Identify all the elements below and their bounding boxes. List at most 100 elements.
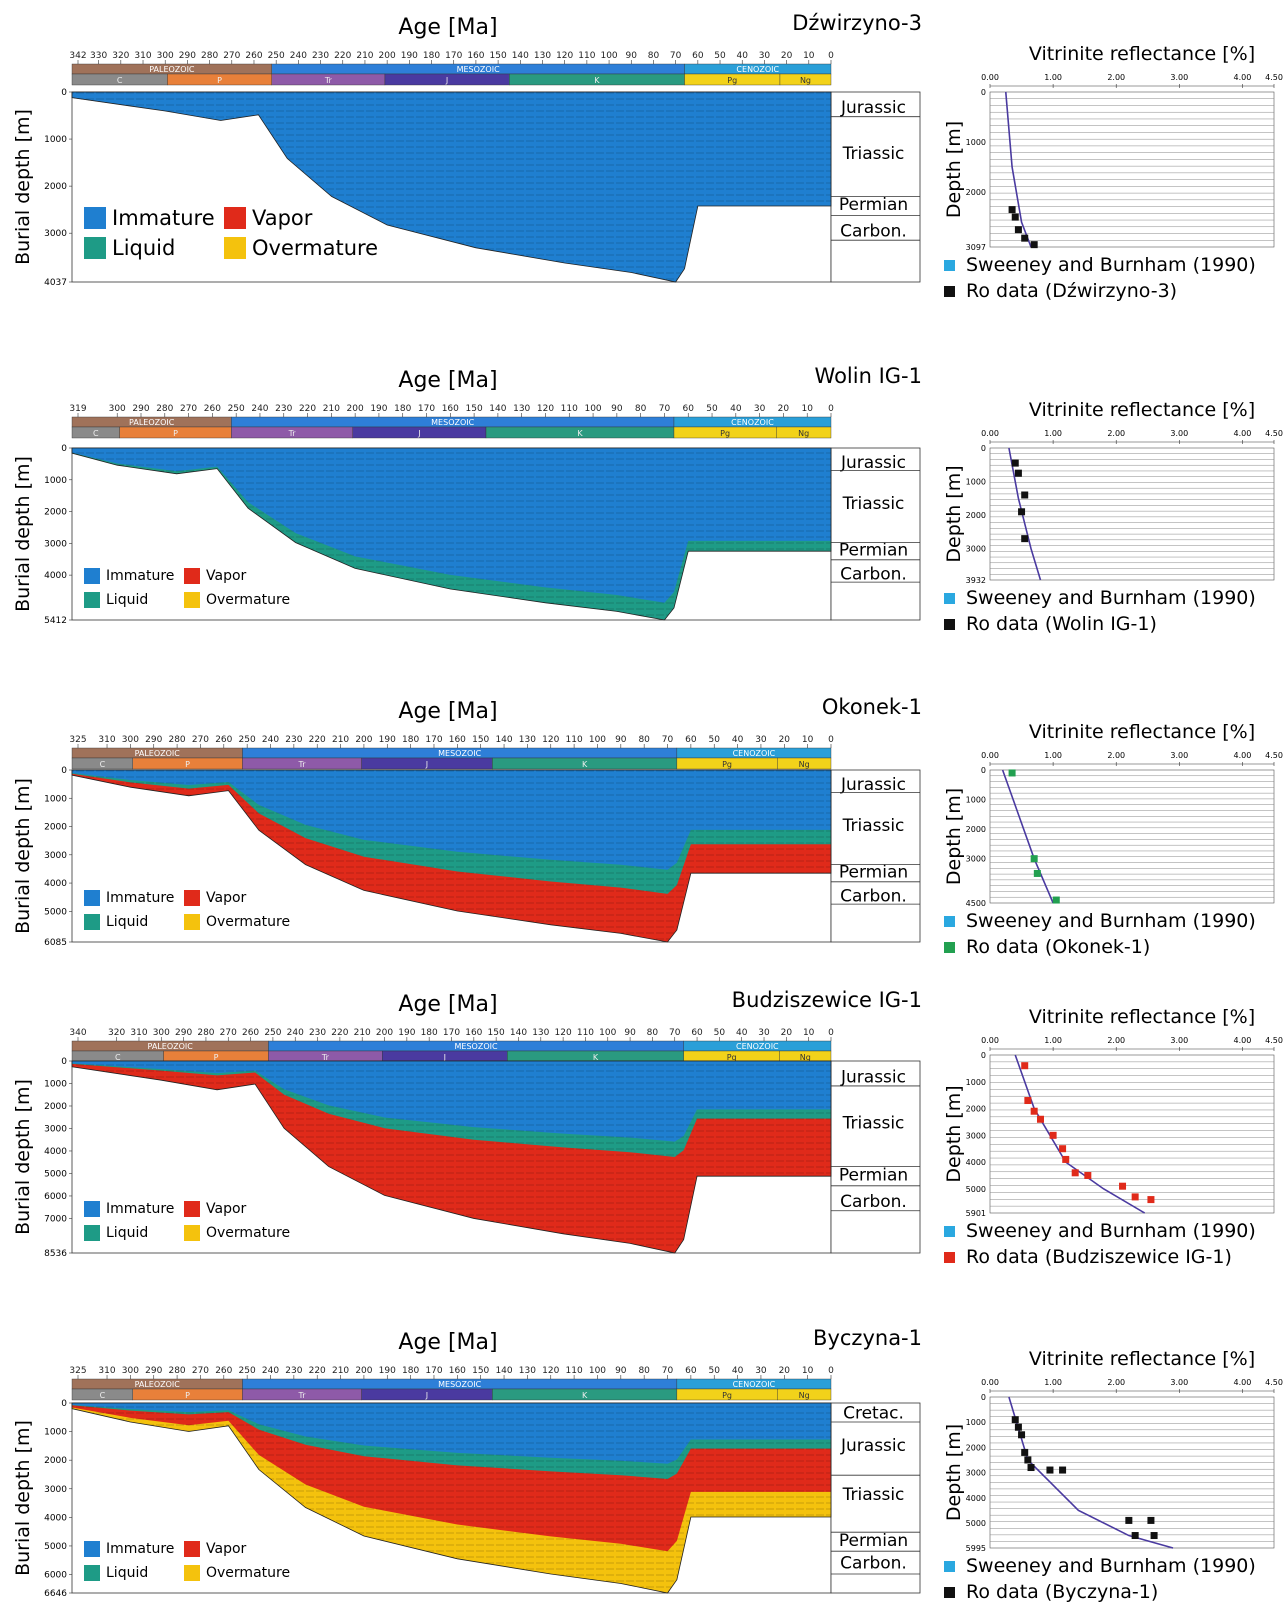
age-tick-label: 100: [589, 1366, 606, 1376]
formation-label: Permian: [839, 540, 908, 560]
legend-swatch-overmature: [184, 1225, 200, 1241]
depth-tick-label: 4000: [44, 1513, 67, 1523]
legend-label-ro: Ro data (Budziszewice IG-1): [966, 1246, 1232, 1268]
vr-tick-label: 0.00: [981, 1036, 999, 1045]
age-tick-label: 120: [542, 735, 559, 745]
legend-swatch-immature: [84, 207, 106, 229]
era-label: MESOZOIC: [438, 1380, 481, 1389]
age-tick-label: 180: [394, 404, 411, 414]
vr-depth-tick-label: 3932: [966, 576, 986, 585]
sweeney-burnham-curve: [1001, 769, 1054, 904]
ro-data-point: [1024, 1456, 1032, 1464]
depth-tick-label: 1000: [44, 1428, 67, 1438]
vr-tick-label: 4.00: [1234, 1036, 1252, 1045]
legend-swatch-vapor: [184, 568, 200, 584]
age-axis-title: Age [Ma]: [398, 699, 497, 724]
depth-tick-label: 0: [61, 1399, 67, 1409]
age-tick-label: 180: [423, 51, 440, 61]
era-label: CENOZOIC: [731, 418, 774, 427]
age-tick-label: 120: [537, 404, 554, 414]
age-tick-label: 50: [706, 404, 718, 414]
age-tick-label: 210: [323, 404, 340, 414]
age-tick-label: 210: [332, 1366, 349, 1376]
legend-swatch-immature: [84, 568, 100, 584]
period-label: Pg: [727, 76, 737, 85]
age-tick-label: 70: [670, 51, 682, 61]
age-tick-label: 100: [600, 51, 617, 61]
ro-data-point: [1150, 1532, 1158, 1540]
age-tick-label: 40: [730, 404, 742, 414]
ro-data-point: [1014, 226, 1022, 234]
period-label: Pg: [727, 1053, 737, 1062]
ro-data-point: [1018, 508, 1026, 516]
age-tick-label: 290: [145, 735, 162, 745]
ro-data-point: [1062, 1155, 1070, 1163]
legend-label-overmature: Overmature: [206, 914, 290, 930]
legend-swatch-ro: [944, 1587, 955, 1598]
vr-tick-label: 4.50: [1265, 751, 1283, 760]
vr-tick-label: 4.00: [1234, 73, 1252, 82]
age-tick-label: 140: [489, 404, 506, 414]
age-tick-label: 20: [778, 404, 790, 414]
age-tick-label: 190: [379, 1366, 396, 1376]
depth-tick-label: 5000: [44, 1542, 67, 1552]
ro-data-point: [1147, 1516, 1155, 1524]
vr-tick-label: 4.00: [1234, 751, 1252, 760]
depth-tick-label: 0: [61, 444, 67, 454]
depth-tick-label: 3000: [44, 1485, 67, 1495]
legend-swatch-sweeney: [944, 593, 955, 604]
age-tick-label: 20: [779, 1366, 791, 1376]
depth-tick-label: 1000: [44, 1079, 67, 1089]
age-tick-label: 120: [555, 1028, 572, 1038]
sweeney-burnham-curve: [1004, 91, 1032, 248]
age-tick-label: 40: [732, 735, 744, 745]
vr-tick-label: 2.00: [1107, 751, 1125, 760]
legend-swatch-overmature: [224, 237, 246, 259]
age-tick-label: 260: [215, 1366, 232, 1376]
vr-depth-tick-label: 0: [981, 444, 986, 453]
age-tick-label: 140: [495, 1366, 512, 1376]
age-tick-label: 210: [356, 51, 373, 61]
age-tick-label: 10: [801, 404, 813, 414]
depth-tick-label: 2000: [44, 182, 67, 192]
ro-data-point: [1125, 1516, 1133, 1524]
vr-title: Vitrinite reflectance [%]: [1029, 399, 1255, 421]
age-tick-label: 290: [132, 404, 149, 414]
age-tick-label: 150: [490, 51, 507, 61]
vr-tick-label: 1.00: [1044, 1378, 1062, 1387]
age-tick-label: 110: [566, 735, 583, 745]
age-tick-label: 310: [134, 51, 151, 61]
vr-title: Vitrinite reflectance [%]: [1029, 1348, 1255, 1370]
age-tick-label: 310: [130, 1028, 147, 1038]
legend-label-overmature: Overmature: [206, 1225, 290, 1241]
era-label: PALEOZOIC: [129, 418, 175, 427]
depth-tick-label: 1000: [44, 135, 67, 145]
age-tick-label: 80: [638, 1366, 650, 1376]
depth-tick-label: 2000: [44, 508, 67, 518]
depth-tick-label: 5000: [44, 907, 67, 917]
legend-label-ro: Ro data (Byczyna-1): [966, 1581, 1158, 1603]
age-tick-label: 100: [589, 735, 606, 745]
vr-depth-tick-label: 3000: [966, 1131, 986, 1140]
age-tick-label: 300: [122, 1366, 139, 1376]
legend-swatch-immature: [84, 1541, 100, 1557]
period-label: Ng: [798, 429, 809, 438]
depth-tick-label: 4000: [44, 571, 67, 581]
formation-label: Triassic: [842, 144, 905, 164]
legend-swatch-vapor: [184, 890, 200, 906]
ro-data-point: [1024, 1097, 1032, 1105]
well-name: Byczyna-1: [813, 1326, 922, 1350]
age-tick-label: 230: [309, 1028, 326, 1038]
age-tick-label: 290: [145, 1366, 162, 1376]
vr-depth-tick-label: 2000: [966, 825, 986, 834]
ro-data-point: [1027, 1464, 1035, 1472]
vr-depth-axis-label: Depth [m]: [943, 1085, 965, 1182]
age-tick-label: 310: [98, 735, 115, 745]
formation-column: [830, 447, 921, 621]
vr-depth-tick-label: 5995: [966, 1544, 986, 1553]
legend-swatch-vapor: [224, 207, 246, 229]
ro-data-point: [1021, 535, 1029, 543]
period-label: J: [425, 1391, 428, 1400]
